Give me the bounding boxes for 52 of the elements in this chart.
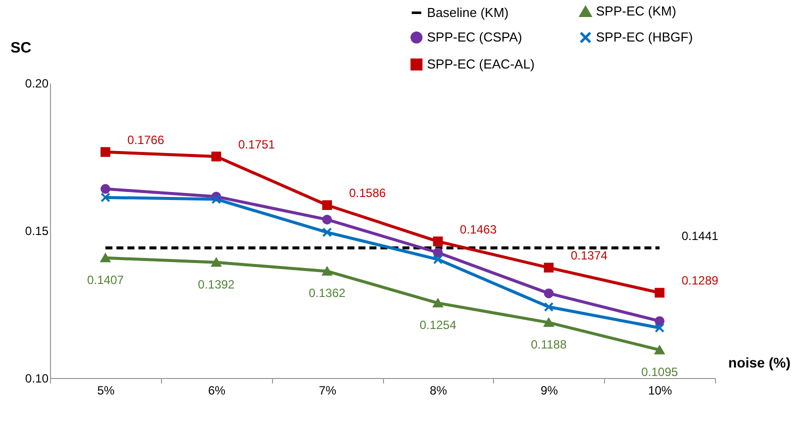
x-tick-label: 7% [318, 384, 337, 398]
legend-label: Baseline (KM) [427, 4, 509, 20]
legend-label: SPP-EC (HBGF) [596, 30, 693, 44]
y-axis-title: SC [10, 40, 32, 56]
x-tick-label: 10% [648, 384, 672, 398]
point [654, 346, 664, 354]
point [211, 258, 222, 267]
data-label: 0.1362 [308, 286, 346, 300]
data-label: 0.1751 [238, 137, 276, 152]
point [100, 184, 110, 194]
y-tick-label: 0.20 [25, 76, 49, 90]
point [322, 266, 332, 276]
point [433, 254, 443, 264]
point [544, 318, 554, 327]
y-tick-label: 0.15 [25, 224, 49, 238]
point [544, 288, 554, 298]
point [433, 298, 443, 308]
data-label: 0.1463 [460, 222, 497, 236]
point [211, 152, 222, 162]
x-tick-label: 9% [540, 384, 558, 398]
point [654, 316, 664, 326]
legend-label: SPP-EC (EAC-AL) [427, 56, 535, 72]
point [654, 288, 664, 298]
y-tick-label: 0.10 [25, 372, 49, 386]
point [211, 194, 222, 204]
data-label: 0.1188 [530, 338, 567, 352]
legend-label: SPP-EC (CSPA) [427, 30, 522, 44]
data-label: 0.1441 [682, 228, 719, 243]
data-label: 0.1095 [641, 364, 678, 379]
point [433, 236, 443, 246]
point [654, 322, 664, 333]
data-label: 0.1392 [198, 277, 235, 292]
point [100, 254, 110, 262]
point [544, 302, 554, 312]
point [322, 200, 332, 210]
point [100, 192, 110, 202]
point [544, 262, 554, 273]
legend-label: SPP-EC (KM) [596, 4, 676, 19]
point [433, 248, 443, 258]
data-label: 0.1374 [570, 248, 608, 263]
data-label: 0.1289 [682, 274, 719, 288]
data-label: 0.1407 [87, 272, 124, 287]
data-label: 0.1766 [127, 133, 164, 148]
x-tick-label: 8% [430, 384, 448, 398]
data-label: 0.1586 [349, 186, 386, 200]
x-tick-label: 6% [208, 384, 226, 398]
x-axis-title: noise (%) [728, 354, 790, 370]
point [322, 214, 332, 224]
point [322, 227, 332, 238]
x-tick-label: 5% [97, 384, 115, 398]
point [100, 147, 110, 157]
data-label: 0.1254 [420, 318, 457, 332]
